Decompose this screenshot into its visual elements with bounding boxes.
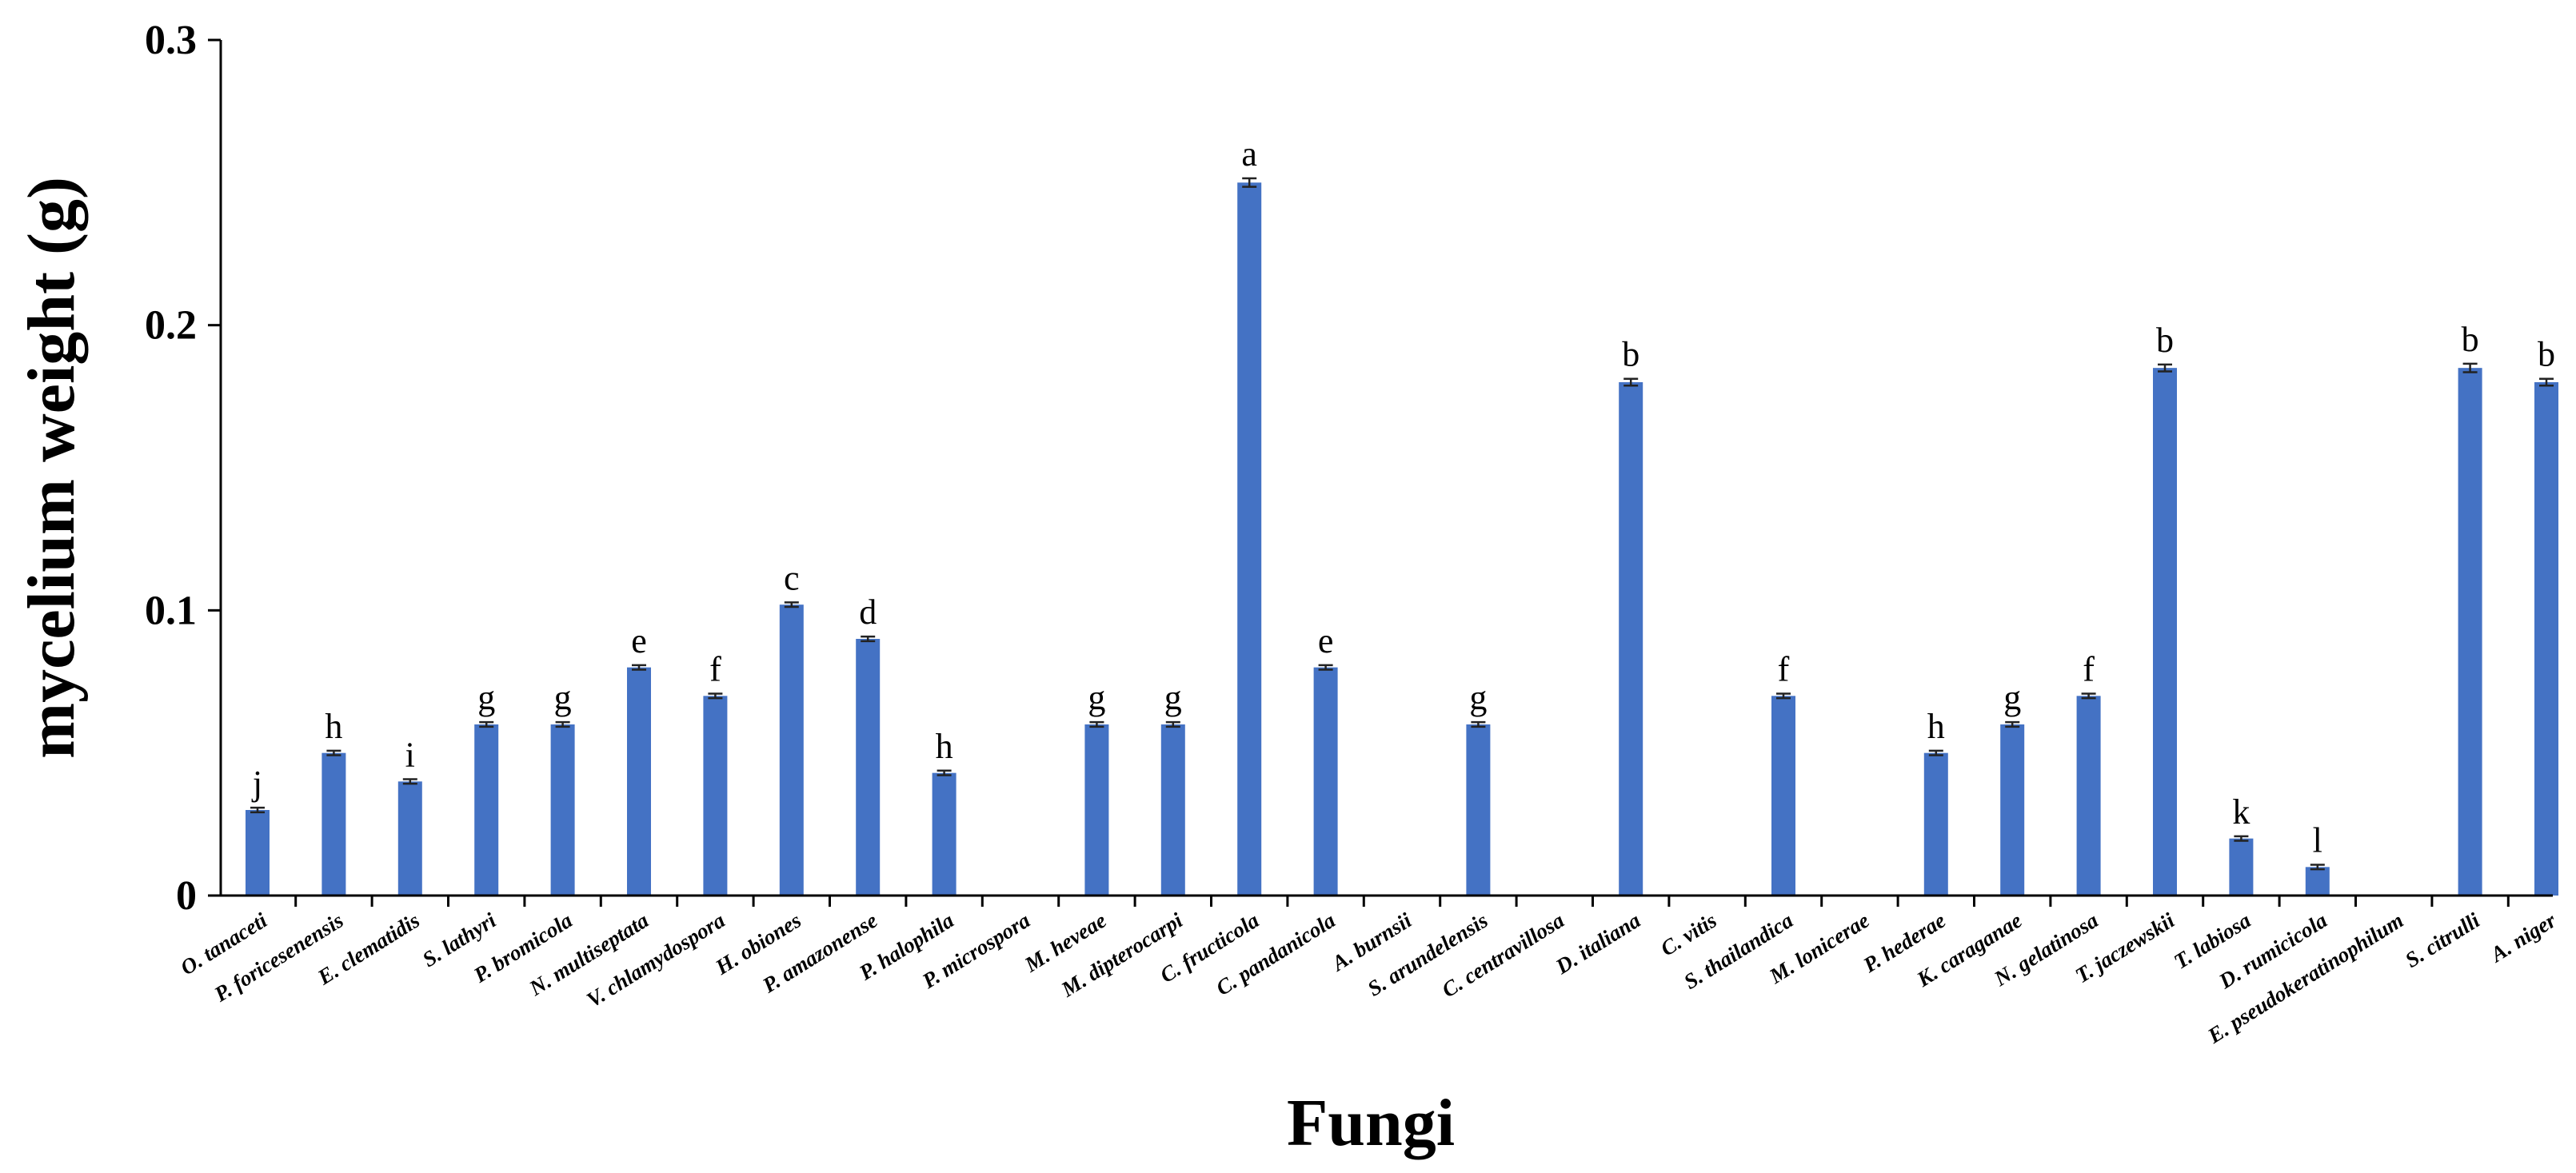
significance-letter: i [405, 735, 415, 774]
bar [2153, 368, 2177, 896]
bar [779, 604, 804, 896]
significance-letter: g [1164, 678, 1182, 717]
bars [246, 182, 2558, 896]
y-axis-ticks: 0 0.1 0.2 0.3 [145, 18, 221, 919]
significance-letter: l [2313, 820, 2322, 860]
x-tick-label: S. citrulli [2401, 908, 2484, 972]
y-tick-label: 0.3 [145, 18, 197, 63]
bar [322, 752, 346, 896]
significance-letter: g [554, 678, 572, 717]
significance-letter: g [477, 678, 495, 717]
y-axis-label: mycelium weight (g) [14, 177, 89, 759]
x-tick-label: P. foricesenensis [210, 908, 348, 1007]
bar [2534, 382, 2558, 896]
bar [1466, 724, 1491, 896]
bar [1160, 724, 1185, 896]
bar [932, 772, 957, 896]
significance-letter: b [1622, 335, 1639, 374]
significance-letter: d [859, 592, 877, 632]
y-tick-label: 0 [176, 873, 197, 919]
significance-letter: e [1318, 621, 1334, 660]
significance-letter: h [325, 707, 342, 746]
y-tick-label: 0.2 [145, 303, 197, 349]
significance-letters: j h i g g e f c d h g g a e g b f h g f b k l b b [251, 134, 2555, 860]
significance-letter: h [1927, 707, 1945, 746]
significance-letter: g [1088, 678, 1105, 717]
x-tick-label: D. italiana [1551, 908, 1644, 979]
significance-letter: a [1241, 134, 1257, 174]
significance-letter: b [2156, 321, 2174, 360]
error-bars [250, 177, 2554, 871]
bar [2458, 368, 2482, 896]
bar [703, 696, 728, 896]
bar [246, 810, 270, 896]
bar [1619, 382, 1643, 896]
bar [397, 781, 422, 896]
significance-letter: f [1778, 649, 1790, 688]
significance-letter: h [936, 727, 953, 766]
bar [1923, 752, 1948, 896]
significance-letter: f [709, 649, 721, 688]
x-tick-label: V. chlamydospora [582, 908, 729, 1012]
bar [550, 724, 575, 896]
bar [1313, 667, 1338, 896]
bar [2305, 867, 2330, 896]
significance-letter: j [251, 764, 262, 803]
significance-letter: b [2462, 320, 2479, 359]
x-axis-label: Fungi [1287, 1086, 1455, 1160]
bar [2000, 724, 2025, 896]
significance-letter: b [2538, 335, 2555, 374]
significance-letter: g [2003, 678, 2021, 717]
bar [1771, 696, 1795, 896]
significance-letter: c [784, 558, 800, 597]
significance-letter: k [2232, 792, 2250, 832]
significance-letter: g [1469, 678, 1487, 717]
significance-letter: e [631, 621, 647, 660]
bar [627, 667, 651, 896]
bar [856, 639, 881, 896]
y-tick-label: 0.1 [145, 588, 197, 633]
bar [2076, 696, 2101, 896]
bar [1237, 182, 1262, 896]
bar [2229, 838, 2254, 896]
x-tick-label: A. niger [2485, 908, 2560, 967]
bar [474, 724, 499, 896]
significance-letter: f [2083, 649, 2095, 688]
bar [1084, 724, 1109, 896]
